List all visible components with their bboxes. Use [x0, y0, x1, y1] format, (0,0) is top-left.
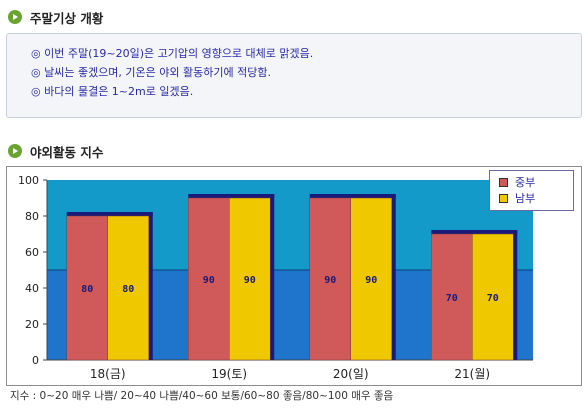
bullet-arrow-icon — [8, 10, 22, 24]
bar-side-shadow — [513, 230, 518, 360]
bar-southern — [350, 197, 392, 361]
bar-southern — [472, 233, 514, 361]
weekend-weather-header: 주말기상 개황 — [8, 8, 103, 26]
legend-label-southern: 남부 — [515, 192, 536, 205]
bar-central — [66, 215, 108, 361]
outdoor-index-chart: 0 20 40 60 80 100 80 80 18(금) 90 90 19(토) 90 90 20(일) 7… — [6, 166, 582, 386]
y-tick-label: 80 — [25, 210, 39, 223]
legend-item-southern: 남부 — [499, 190, 573, 206]
notice-line-3: ◎ 바다의 물결은 1~2m로 일겠음. — [31, 85, 194, 98]
y-tick-label: 0 — [32, 354, 39, 367]
bar-top-shadow — [431, 230, 518, 234]
chart-canvas: 0 20 40 60 80 100 80 80 18(금) 90 90 19(토) 90 90 20(일) 7… — [18, 174, 533, 381]
notice-line-2: ◎ 날씨는 좋겠으며, 기온은 야외 활동하기에 적당함. — [31, 66, 271, 79]
bar-central — [188, 197, 230, 361]
weekend-weather-title: 주말기상 개황 — [30, 10, 104, 26]
bar-central — [431, 233, 473, 361]
legend-swatch-southern — [499, 193, 508, 203]
y-tick-label: 20 — [25, 318, 39, 331]
bar-southern — [107, 215, 149, 361]
x-tick-label: 18(금) — [90, 367, 126, 381]
bar-top-shadow — [188, 194, 275, 198]
outdoor-index-title: 야외활동 지수 — [30, 144, 104, 160]
bar-value-label: 70 — [487, 293, 499, 304]
y-tick-label: 40 — [25, 282, 39, 295]
legend-item-central: 중부 — [499, 174, 573, 190]
bar-southern — [229, 197, 271, 361]
bar-top-shadow — [66, 212, 153, 216]
legend-swatch-central — [499, 177, 508, 187]
chart-legend: 중부 남부 — [489, 170, 574, 211]
bar-side-shadow — [391, 194, 396, 360]
bar-value-label: 80 — [81, 284, 93, 295]
x-tick-label: 19(토) — [211, 367, 247, 381]
x-tick-label: 21(월) — [454, 367, 490, 381]
bar-value-label: 70 — [446, 293, 458, 304]
bar-central — [309, 197, 351, 361]
legend-label-central: 중부 — [515, 176, 536, 189]
notice-line-1: ◎ 이번 주말(19~20일)은 고기압의 영향으로 대체로 맑겠음. — [31, 47, 314, 60]
index-footnote: 지수 : 0~20 매우 나쁨/ 20~40 나쁨/40~60 보통/60~80… — [10, 390, 394, 402]
outdoor-index-header: 야외활동 지수 — [8, 142, 103, 160]
y-tick-label: 100 — [18, 174, 39, 187]
x-tick-label: 20(일) — [333, 367, 369, 381]
bar-top-shadow — [309, 194, 396, 198]
bar-value-label: 80 — [122, 284, 134, 295]
bar-value-label: 90 — [203, 275, 215, 286]
bar-value-label: 90 — [244, 275, 256, 286]
bullet-arrow-icon — [8, 144, 22, 158]
bar-value-label: 90 — [324, 275, 336, 286]
bar-side-shadow — [270, 194, 275, 360]
weather-notice-box: ◎ 이번 주말(19~20일)은 고기압의 영향으로 대체로 맑겠음. ◎ 날씨… — [6, 33, 582, 118]
y-tick-label: 60 — [25, 246, 39, 259]
bar-value-label: 90 — [365, 275, 377, 286]
bar-side-shadow — [148, 212, 153, 360]
